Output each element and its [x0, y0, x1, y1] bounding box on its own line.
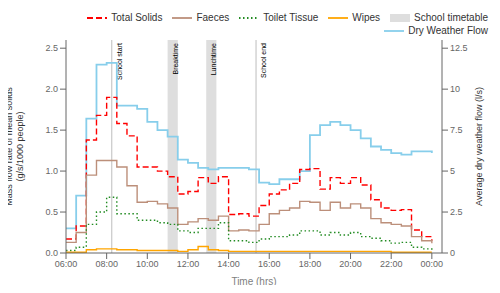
svg-text:22:00: 22:00 — [380, 259, 403, 269]
svg-text:08:00: 08:00 — [95, 259, 118, 269]
svg-text:00:00: 00:00 — [421, 259, 444, 269]
svg-text:1.0: 1.0 — [45, 166, 58, 176]
html-text:Faeces: Faeces — [196, 12, 230, 23]
svg-text:10:00: 10:00 — [136, 259, 159, 269]
svg-text:1.5: 1.5 — [45, 125, 58, 135]
svg-text:7.5: 7.5 — [450, 125, 463, 135]
html-text:School timetable: School timetable — [414, 12, 488, 23]
svg-text:06:00: 06:00 — [55, 259, 78, 269]
svg-text:2.5: 2.5 — [450, 207, 463, 217]
svg-text:5: 5 — [450, 166, 455, 176]
svg-text:Breaktime: Breaktime — [172, 43, 179, 75]
svg-text:Average dry weather flow (l/s): Average dry weather flow (l/s) — [474, 87, 484, 206]
svg-text:0: 0 — [450, 248, 455, 258]
svg-text:Mass flow rate of mean solids(: Mass flow rate of mean solids(g/s/1000 p… — [8, 87, 25, 206]
svg-text:0.0: 0.0 — [45, 248, 58, 258]
svg-text:12.5: 12.5 — [450, 43, 468, 53]
svg-text:20:00: 20:00 — [339, 259, 362, 269]
html-text:Dry Weather Flow: Dry Weather Flow — [408, 25, 488, 36]
svg-text:2.5: 2.5 — [45, 43, 58, 53]
svg-text:12:00: 12:00 — [177, 259, 200, 269]
svg-text:School start: School start — [115, 43, 123, 80]
svg-text:14:00: 14:00 — [217, 259, 240, 269]
svg-text:0.5: 0.5 — [45, 207, 58, 217]
html-text:Wipes: Wipes — [352, 12, 381, 23]
svg-text:2.0: 2.0 — [45, 84, 58, 94]
svg-text:Lunchtime: Lunchtime — [210, 43, 217, 75]
html-text:Total Solids: Total Solids — [111, 12, 163, 23]
svg-text:School end: School end — [260, 43, 267, 78]
svg-text:10: 10 — [450, 84, 460, 94]
svg-text:16:00: 16:00 — [258, 259, 281, 269]
svg-text:Time (hrs): Time (hrs) — [231, 276, 276, 285]
html-text:Toilet Tissue: Toilet Tissue — [263, 12, 319, 23]
svg-text:18:00: 18:00 — [299, 259, 322, 269]
